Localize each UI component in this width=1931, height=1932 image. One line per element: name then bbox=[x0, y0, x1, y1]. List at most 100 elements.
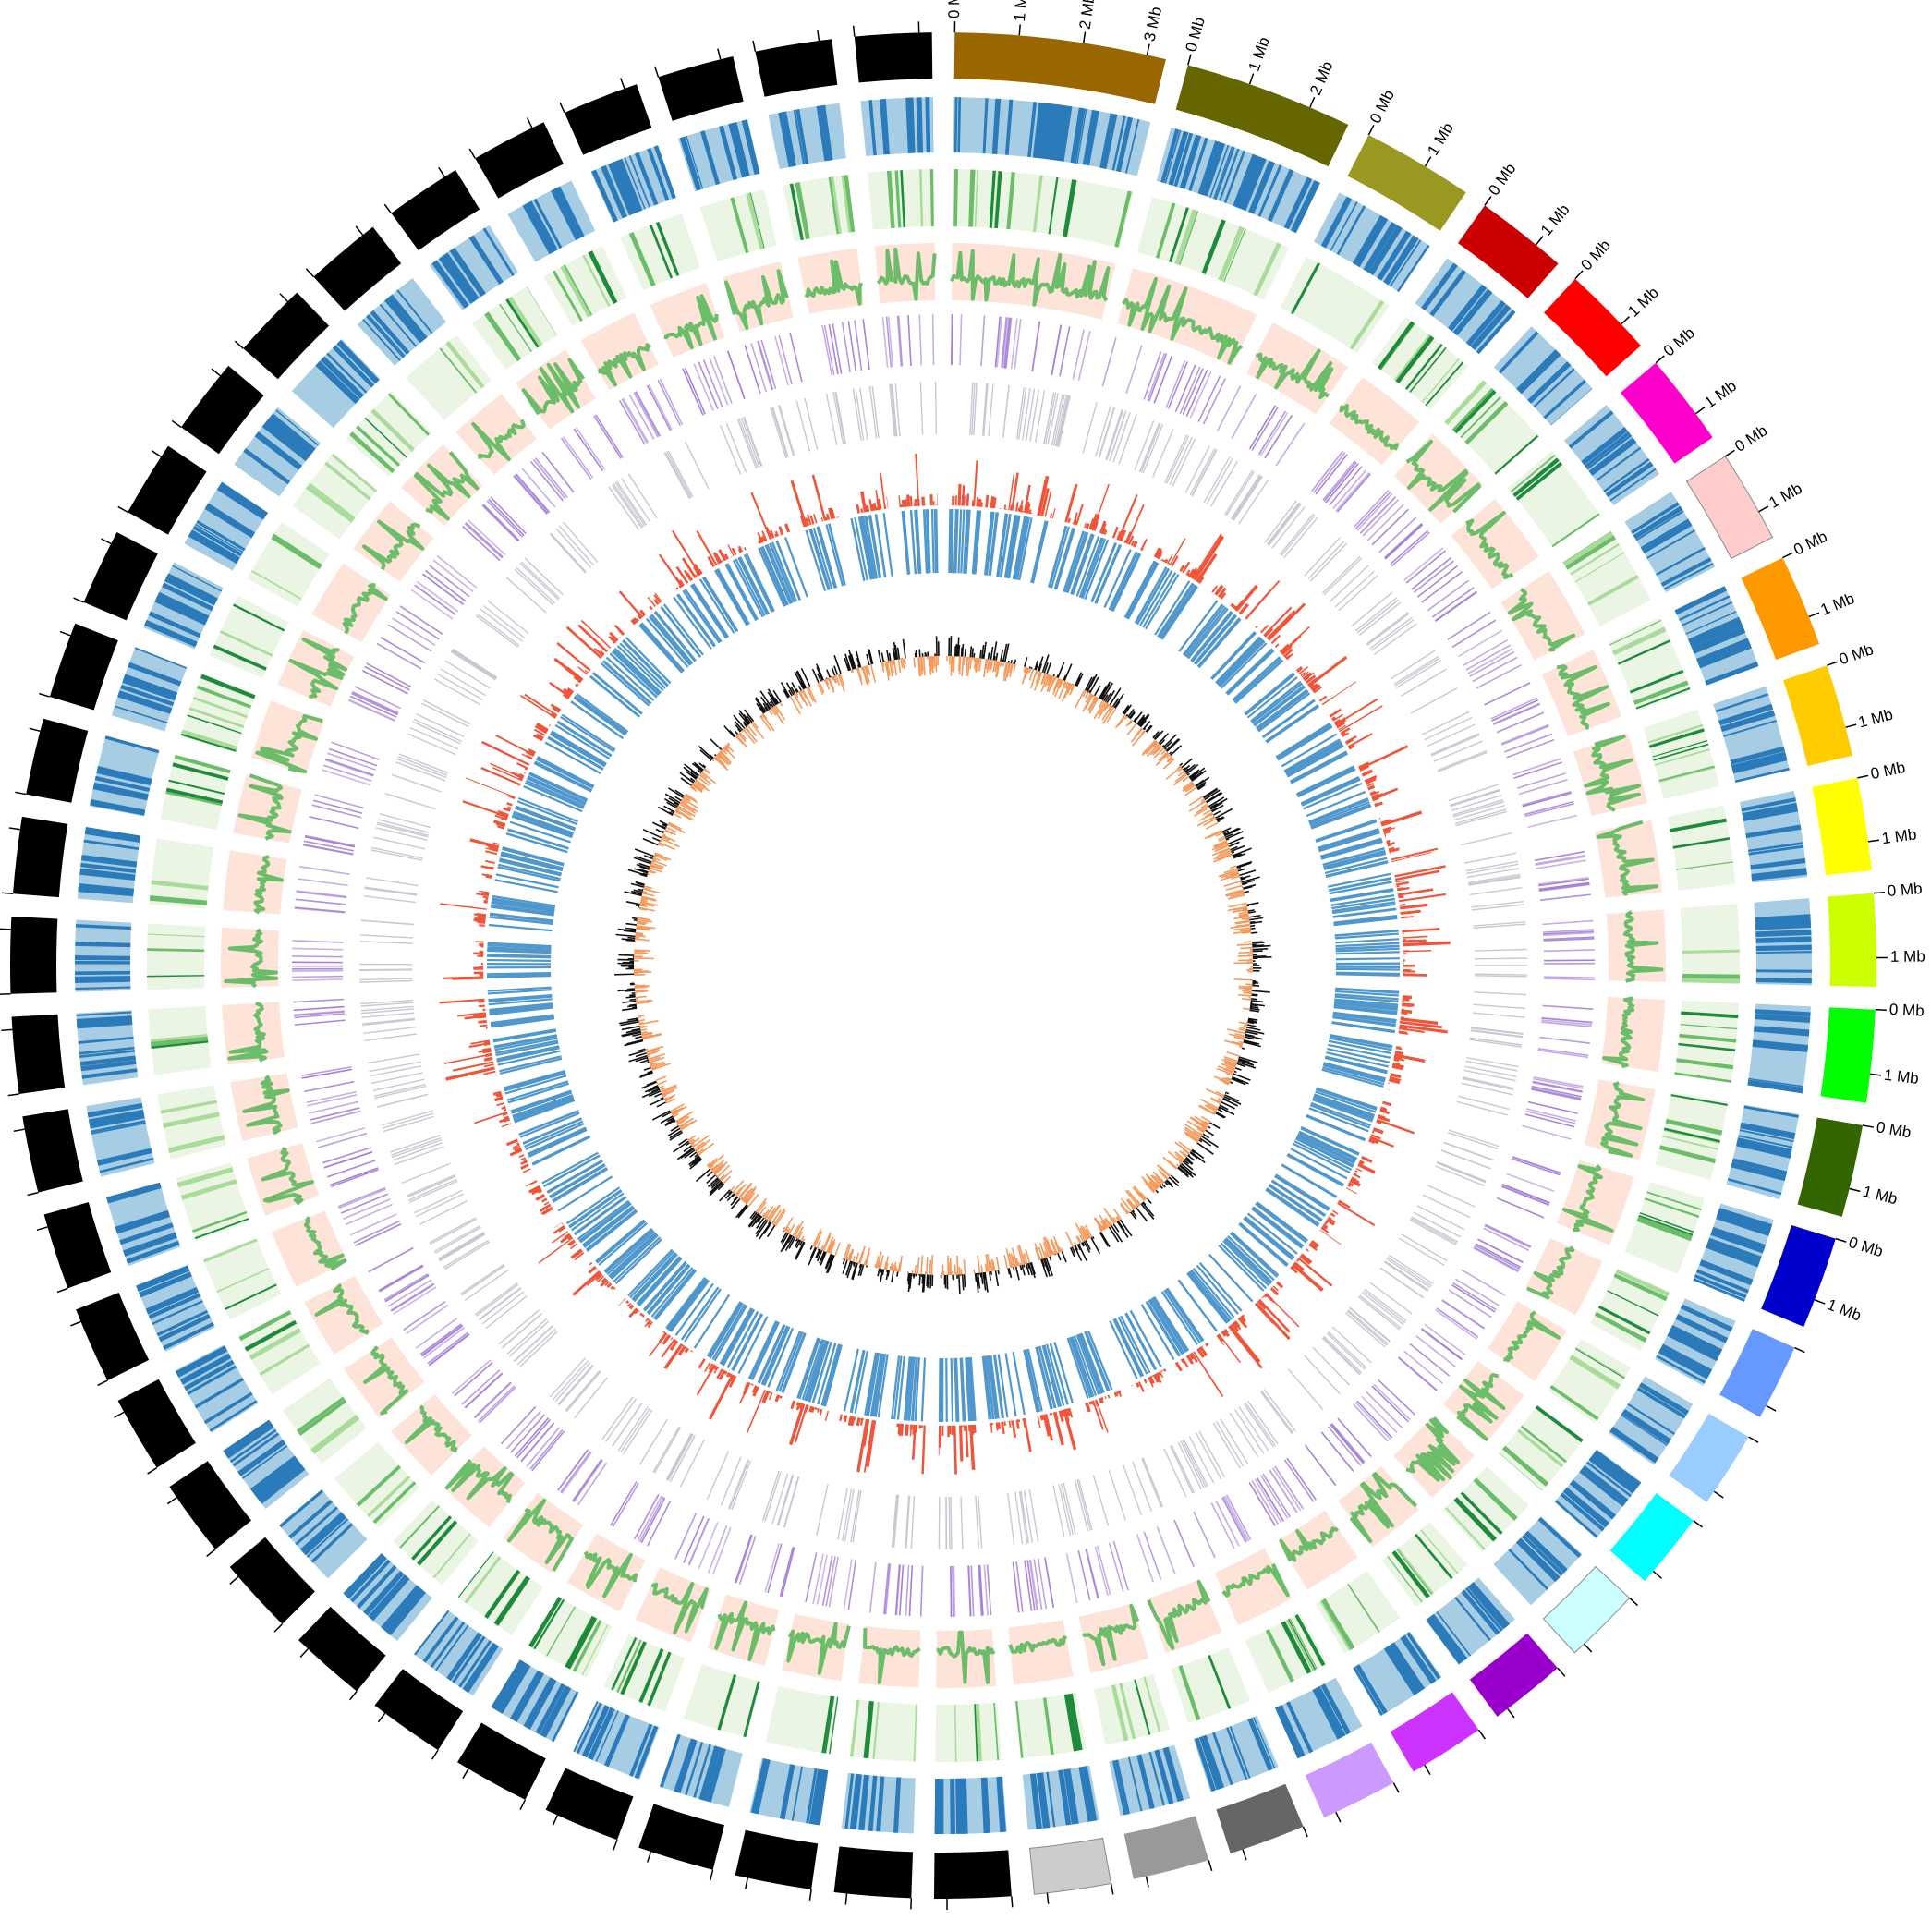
feature-heatmap-band bbox=[507, 296, 543, 347]
red-histogram-bar bbox=[485, 874, 492, 879]
gene-density-band bbox=[438, 256, 475, 304]
gray-tick bbox=[485, 1294, 528, 1330]
feature-heatmap-band bbox=[1473, 1477, 1518, 1521]
purple-tick bbox=[1156, 1526, 1176, 1575]
skew-positive-bar bbox=[1040, 1258, 1046, 1268]
red-histogram-bar bbox=[1359, 765, 1370, 772]
red-histogram-bar bbox=[1075, 504, 1084, 526]
gray-tick bbox=[1464, 852, 1517, 864]
skew-positive-bar bbox=[1181, 758, 1193, 769]
skew-negative-bar bbox=[1174, 1153, 1184, 1162]
gc-line bbox=[507, 1498, 575, 1572]
skew-negative-bar bbox=[1148, 1179, 1159, 1189]
skew-positive-bar bbox=[1038, 663, 1043, 672]
gene-density-band bbox=[203, 1391, 253, 1425]
gene-density-band bbox=[1426, 1617, 1463, 1665]
blue-tick bbox=[1296, 766, 1355, 796]
purple-tick bbox=[1136, 1534, 1155, 1583]
skew-negative-bar bbox=[1141, 1175, 1157, 1192]
blue-tick bbox=[1333, 1006, 1398, 1015]
gray-tick bbox=[1054, 395, 1068, 447]
red-histogram-bar bbox=[1185, 1355, 1195, 1365]
blue-tick bbox=[1332, 903, 1396, 915]
red-histogram-bar bbox=[608, 1282, 611, 1284]
purple-tick bbox=[1354, 1402, 1391, 1440]
gray-tick bbox=[771, 407, 789, 458]
skew-positive-bar bbox=[1232, 847, 1252, 857]
gray-tick bbox=[1416, 1205, 1465, 1231]
gray-tick bbox=[1454, 808, 1507, 825]
gray-tick bbox=[1029, 389, 1039, 442]
red-histogram-bar bbox=[1402, 930, 1409, 933]
blue-tick bbox=[684, 1288, 722, 1343]
gene-density-band bbox=[1082, 1766, 1098, 1822]
skew-negative-bar bbox=[1046, 1239, 1054, 1256]
gray-tick bbox=[1238, 1406, 1269, 1452]
gray-tick bbox=[825, 393, 838, 445]
skew-positive-bar bbox=[1251, 990, 1270, 993]
blue-tick bbox=[1085, 1331, 1111, 1391]
gray-tick bbox=[627, 473, 658, 519]
gray-tick bbox=[430, 1218, 478, 1245]
red-histogram-bar bbox=[973, 1424, 977, 1433]
gray-tick bbox=[1474, 973, 1527, 976]
purple-tick bbox=[514, 1417, 550, 1457]
skew-positive-bar bbox=[1026, 1263, 1030, 1270]
gene-density-band bbox=[145, 1286, 200, 1315]
skew-histogram-track bbox=[614, 636, 1272, 1294]
gene-density-band bbox=[1695, 638, 1750, 664]
gray-tick bbox=[1435, 1165, 1485, 1186]
blue-tick bbox=[500, 853, 564, 871]
blue-tick bbox=[1198, 1262, 1243, 1312]
gray-tick bbox=[1132, 1461, 1152, 1512]
gray-tick bbox=[395, 761, 446, 782]
gray-tick bbox=[391, 1137, 442, 1156]
purple-tick bbox=[1469, 650, 1515, 677]
blue-tick bbox=[1284, 740, 1342, 774]
red-histogram-bar bbox=[1085, 523, 1090, 529]
skew-negative-bar bbox=[1196, 805, 1209, 814]
skew-negative-bar bbox=[1184, 1126, 1201, 1138]
blue-tick bbox=[739, 556, 770, 614]
skew-positive-bar bbox=[1247, 1017, 1258, 1021]
feature-heatmap-band bbox=[616, 1639, 642, 1693]
skew-positive-bar bbox=[1233, 1070, 1237, 1074]
red-histogram-bar bbox=[730, 556, 734, 558]
gene-density-band bbox=[158, 1314, 211, 1343]
gene-density-band bbox=[263, 419, 311, 459]
gene-density-band bbox=[728, 123, 747, 178]
feature-heatmap-band bbox=[1647, 723, 1704, 744]
purple-tick bbox=[1251, 406, 1280, 451]
gene-density-band bbox=[1164, 129, 1182, 184]
gray-tick bbox=[1369, 616, 1413, 650]
gene-density-band bbox=[1253, 1717, 1276, 1769]
purple-tick bbox=[726, 350, 746, 399]
gene-density-band bbox=[955, 1778, 963, 1834]
gray-tick bbox=[1177, 1441, 1202, 1490]
blue-tick bbox=[882, 513, 893, 577]
red-histogram-bar bbox=[478, 966, 484, 970]
gc-line-background bbox=[1500, 571, 1585, 661]
blue-tick bbox=[933, 509, 938, 574]
red-histogram-bar bbox=[1334, 698, 1378, 726]
skew-negative-bar bbox=[1182, 1148, 1190, 1155]
skew-negative-bar bbox=[1098, 1226, 1102, 1233]
purple-tick bbox=[529, 460, 565, 502]
skew-positive-bar bbox=[1129, 711, 1136, 720]
gray-tick bbox=[1401, 1233, 1448, 1262]
purple-tick bbox=[1274, 1465, 1304, 1510]
ideogram-chr2 bbox=[1175, 65, 1349, 167]
gray-tick bbox=[1356, 599, 1400, 634]
gene-density-band bbox=[1543, 379, 1586, 419]
gene-density-band bbox=[81, 855, 138, 866]
gene-density-band bbox=[123, 679, 176, 699]
purple-tick bbox=[293, 1010, 345, 1016]
blue-tick bbox=[1322, 1064, 1386, 1083]
skew-negative-bar bbox=[1213, 1075, 1231, 1084]
blue-tick bbox=[1285, 741, 1342, 775]
purple-tick bbox=[895, 1564, 902, 1616]
skew-negative-bar bbox=[1157, 1164, 1171, 1178]
gray-tick bbox=[557, 1364, 594, 1405]
feature-heatmap-band bbox=[1535, 1406, 1583, 1443]
gc-line bbox=[1147, 1579, 1211, 1650]
